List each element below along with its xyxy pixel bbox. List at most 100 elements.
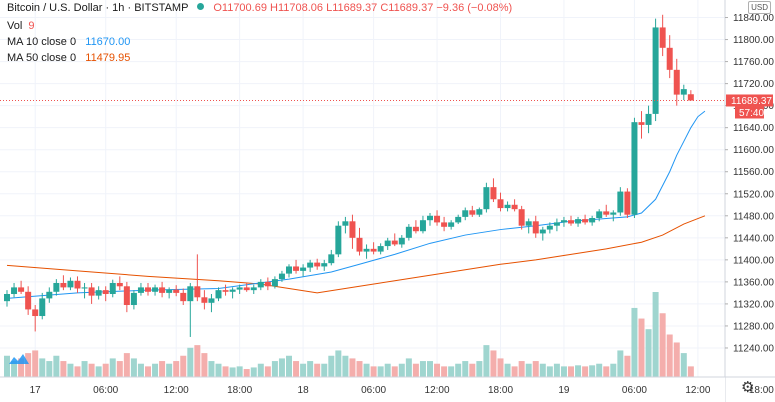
volume-bar bbox=[596, 363, 603, 377]
candle-body bbox=[166, 289, 173, 293]
exchange-label: BITSTAMP bbox=[134, 2, 189, 14]
candle-body bbox=[568, 220, 574, 224]
candle-body bbox=[631, 122, 638, 215]
volume-bar bbox=[123, 353, 130, 377]
candle-body bbox=[123, 286, 130, 306]
candle-body bbox=[603, 211, 610, 215]
x-tick-label: 06:00 bbox=[622, 385, 647, 396]
volume-bar bbox=[314, 363, 321, 377]
candle-body bbox=[553, 222, 560, 226]
candle-body bbox=[610, 212, 617, 215]
volume-bar bbox=[342, 355, 349, 377]
volume-bar bbox=[46, 361, 53, 377]
candle-body bbox=[109, 282, 116, 294]
volume-bar bbox=[208, 361, 215, 377]
y-tick-label: 11440.00 bbox=[733, 233, 774, 244]
candle-body bbox=[434, 215, 441, 223]
candle-body bbox=[152, 287, 159, 292]
volume-bar bbox=[666, 334, 673, 377]
candle-body bbox=[60, 282, 67, 288]
live-dot-icon bbox=[197, 3, 205, 10]
ma10-legend[interactable]: MA 10 close 0 11670.00 bbox=[7, 36, 130, 48]
y-tick-label: 11720.00 bbox=[733, 79, 774, 90]
volume-bar bbox=[229, 367, 236, 377]
interval-label: 1h bbox=[112, 2, 125, 14]
volume-bar bbox=[271, 361, 278, 377]
volume-bar bbox=[137, 363, 144, 377]
volume-bar bbox=[610, 363, 617, 377]
x-tick-label: 18:00 bbox=[749, 385, 774, 396]
candle-body bbox=[250, 287, 257, 291]
volume-bar bbox=[11, 361, 18, 377]
candle-body bbox=[441, 222, 448, 227]
volume-bar bbox=[264, 366, 271, 377]
currency-badge[interactable]: USD bbox=[748, 1, 771, 14]
volume-bar bbox=[356, 361, 363, 377]
candle-body bbox=[680, 89, 687, 95]
volume-bar bbox=[476, 361, 483, 377]
volume-bar bbox=[441, 366, 448, 377]
candle-body bbox=[264, 281, 271, 287]
y-tick-label: 11800.00 bbox=[733, 35, 774, 46]
volume-bar bbox=[130, 358, 137, 377]
x-tick-label: 17 bbox=[30, 385, 42, 396]
candle-body bbox=[518, 209, 525, 226]
volume-bar bbox=[455, 363, 462, 377]
candle-body bbox=[25, 291, 32, 310]
candle-body bbox=[546, 225, 553, 230]
candle-body bbox=[32, 309, 39, 317]
candle-body bbox=[589, 217, 596, 223]
candle-body bbox=[645, 113, 652, 125]
candle-body bbox=[617, 191, 624, 213]
candle-body bbox=[687, 94, 694, 101]
candle-body bbox=[215, 290, 222, 299]
volume-bar bbox=[412, 363, 419, 377]
candle-body bbox=[159, 287, 166, 293]
gear-icon[interactable]: ⚙ bbox=[741, 379, 755, 396]
candle-body bbox=[137, 287, 144, 293]
candle-body bbox=[307, 262, 314, 268]
volume-bar bbox=[116, 361, 123, 377]
candle-body bbox=[575, 219, 582, 224]
candle-body bbox=[46, 291, 53, 299]
volume-bar bbox=[659, 313, 666, 377]
candle-body bbox=[398, 237, 405, 245]
volume-bar bbox=[236, 366, 243, 377]
volume-bar bbox=[427, 361, 433, 377]
volume-bar bbox=[560, 366, 567, 377]
volume-bar bbox=[490, 350, 497, 377]
volume-bar bbox=[624, 355, 631, 377]
ma50-legend[interactable]: MA 50 close 0 11479.95 bbox=[7, 52, 130, 64]
tradingview-logo-icon[interactable] bbox=[8, 352, 30, 371]
volume-bar bbox=[652, 292, 659, 377]
volume-bar bbox=[434, 363, 441, 377]
volume-bar bbox=[462, 361, 469, 377]
candle-body bbox=[490, 187, 497, 200]
volume-bar bbox=[645, 329, 652, 377]
candle-body bbox=[391, 240, 398, 245]
volume-bar bbox=[335, 350, 342, 377]
candle-body bbox=[652, 27, 659, 114]
y-tick-label: 11600.00 bbox=[733, 145, 774, 156]
volume-bar bbox=[483, 345, 490, 377]
volume-bar bbox=[532, 361, 539, 377]
volume-bar bbox=[328, 355, 335, 377]
candle-body bbox=[483, 187, 490, 210]
candle-body bbox=[462, 210, 469, 217]
volume-bar bbox=[25, 353, 32, 377]
y-tick-label: 11280.00 bbox=[733, 321, 774, 332]
symbol-name: Bitcoin / U.S. Dollar bbox=[7, 2, 103, 14]
y-tick-label: 11240.00 bbox=[733, 343, 774, 354]
candle-body bbox=[405, 226, 412, 238]
candle-body bbox=[370, 248, 377, 252]
volume-legend[interactable]: Vol 9 bbox=[7, 20, 35, 32]
volume-bar bbox=[377, 366, 384, 377]
candle-body bbox=[278, 273, 285, 280]
candle-body bbox=[384, 240, 391, 247]
volume-bar bbox=[384, 363, 391, 377]
symbol-legend[interactable]: Bitcoin / U.S. Dollar · 1h · BITSTAMP O1… bbox=[7, 2, 513, 14]
volume-bar bbox=[582, 366, 589, 377]
y-tick-label: 11400.00 bbox=[733, 255, 774, 266]
